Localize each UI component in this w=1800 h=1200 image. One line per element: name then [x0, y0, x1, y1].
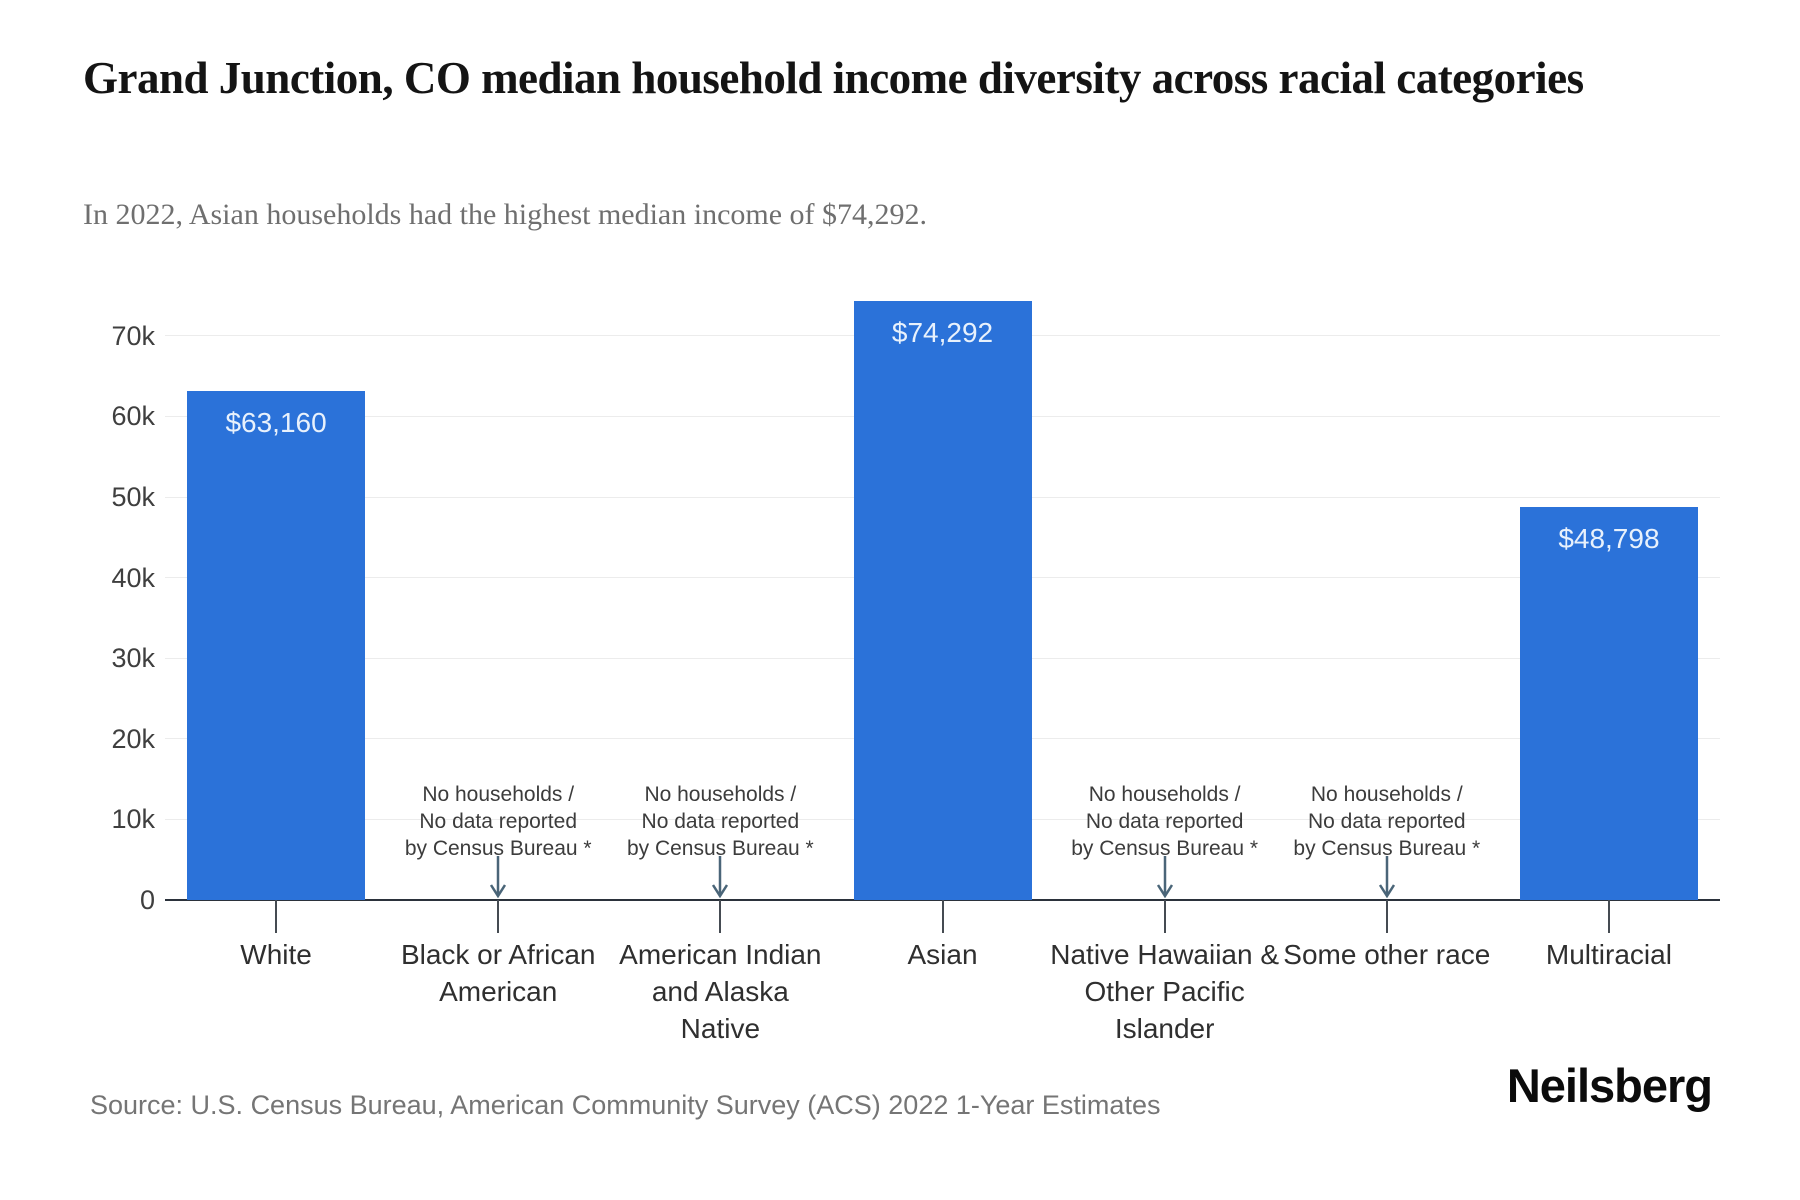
neilsberg-logo: Neilsberg [1506, 1059, 1713, 1112]
no-data-annotation-line: No data reported [1085, 810, 1244, 833]
no-data-annotation-line: by Census Bureau * [404, 837, 592, 860]
x-axis-label-line: Some other race [1283, 939, 1491, 970]
x-axis-label-line: Native [680, 1013, 761, 1044]
no-data-annotation: No households / No data reported by Census… [1035, 781, 1295, 862]
bar-value-label: $74,292 [891, 317, 994, 349]
chart-title: Grand Junction, CO median household inco… [83, 53, 1584, 103]
y-axis-label: 0 [139, 885, 155, 915]
no-data-annotation-line: by Census Bureau * [1071, 837, 1259, 860]
y-axis-label: 40k [111, 562, 155, 593]
x-axis-label-line: Islander [1114, 1013, 1215, 1044]
y-axis-label: 30k [111, 643, 155, 674]
y-axis-label: 60k [111, 401, 155, 432]
x-axis-tick [1385, 900, 1388, 933]
x-axis-label-some-other-race: Some other race [1247, 936, 1527, 973]
x-axis-label-multiracial: Multiracial [1469, 936, 1749, 973]
bar-multiracial [1519, 506, 1698, 900]
no-data-annotation-line: No households / [644, 783, 797, 806]
annotation-arrow-icon [1153, 856, 1177, 899]
no-data-annotation: No households / No data reported by Census… [590, 781, 850, 862]
x-axis-label-line: Asian [907, 939, 978, 970]
no-data-annotation-line: No data reported [1307, 810, 1466, 833]
no-data-annotation-line: by Census Bureau * [1293, 837, 1481, 860]
no-data-annotation-line: No households / [422, 783, 575, 806]
y-axis-label: 20k [111, 723, 155, 754]
no-data-annotation-line: No households / [1310, 783, 1463, 806]
x-axis-label-white: White [136, 936, 416, 973]
x-axis-label-asian: Asian [803, 936, 1083, 973]
x-axis-label-line: Multiracial [1545, 939, 1672, 970]
bar-value-label: $63,160 [225, 406, 327, 438]
no-data-annotation: No households / No data reported by Census… [368, 781, 628, 862]
x-axis-label-line: White [240, 939, 312, 970]
chart-subtitle: In 2022, Asian households had the highes… [83, 198, 928, 231]
x-axis-label-american-indian-and-alaska-native: American Indian and Alaska Native [580, 936, 860, 1047]
source-text: Source: U.S. Census Bureau, American Com… [90, 1090, 1161, 1120]
no-data-annotation-line: No data reported [419, 810, 577, 833]
x-axis-tick [497, 900, 500, 933]
x-axis-tick [719, 900, 722, 933]
no-data-annotation-line: No data reported [641, 810, 800, 833]
x-axis-label-line: American [439, 976, 558, 1007]
x-axis-label-line: Native Hawaiian & [1050, 939, 1280, 970]
annotation-arrow-icon [1375, 856, 1399, 899]
bar-white [187, 390, 366, 900]
x-axis-tick [275, 900, 278, 933]
x-axis-label-line: and Alaska [651, 976, 789, 1007]
x-axis-tick [1163, 900, 1166, 933]
no-data-annotation-line: by Census Bureau * [626, 837, 814, 860]
no-data-annotation-line: No households / [1088, 783, 1241, 806]
x-axis-tick [1607, 900, 1610, 933]
bar-asian [853, 301, 1032, 900]
x-axis-label-line: Black or African [400, 939, 596, 970]
y-axis-label: 50k [111, 482, 155, 512]
no-data-annotation: No households / No data reported by Census… [1257, 781, 1517, 862]
bar-value-label: $48,798 [1558, 522, 1660, 554]
x-axis-tick [941, 900, 944, 933]
y-axis-label: 10k [111, 804, 155, 835]
x-axis-label-line: American Indian [619, 939, 822, 970]
x-axis-label-line: Other Pacific [1084, 976, 1245, 1007]
annotation-arrow-icon [708, 856, 732, 899]
annotation-arrow-icon [486, 856, 510, 899]
y-axis-label: 70k [111, 320, 155, 351]
x-axis-label-native-hawaiian-other-pacific-islander: Native Hawaiian & Other Pacific Islander [1025, 936, 1305, 1047]
x-axis-label-black-or-african-american: Black or African American [358, 936, 638, 1010]
